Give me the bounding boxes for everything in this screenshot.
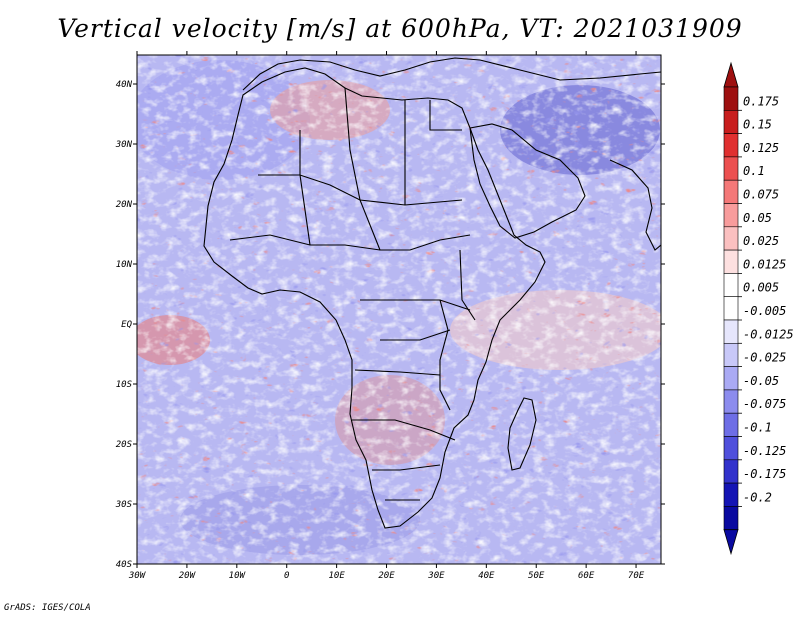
colorbar-label: -0.075 <box>743 397 786 411</box>
lon-label: 20W <box>179 571 197 581</box>
colorbar-label: 0.005 <box>743 281 779 295</box>
colorbar-swatch <box>723 296 739 321</box>
latitude-axis: 40N 30N 20N 10N EQ 10S 20S 30S 40S <box>115 80 665 570</box>
colorbar-label: 0.025 <box>743 234 779 248</box>
colorbar-swatch <box>723 506 739 530</box>
lon-label: 60E <box>578 571 595 581</box>
colorbar-swatch <box>723 86 739 111</box>
colorbar-label: 0.15 <box>743 118 772 132</box>
lat-label: EQ <box>121 320 132 330</box>
chart-title: Vertical velocity [m/s] at 600hPa, VT: 2… <box>57 14 743 43</box>
lat-label: 20N <box>116 200 133 210</box>
lat-label: 30N <box>115 140 133 150</box>
lon-label: 10W <box>229 571 247 581</box>
lon-label: 30E <box>427 571 445 581</box>
colorbar-top-arrow <box>723 61 739 88</box>
lon-label: 0 <box>284 571 289 581</box>
colorbar-swatch <box>723 412 739 437</box>
lon-label: 50E <box>528 571 545 581</box>
colorbar-label: -0.05 <box>743 374 779 388</box>
colorbar-label: 0.0125 <box>743 257 786 271</box>
grads-credit: GrADS: IGES/COLA <box>4 603 91 613</box>
plot-frame <box>136 54 662 565</box>
colorbar-label: 0.1 <box>743 164 765 178</box>
colorbar-swatch <box>723 366 739 391</box>
colorbar-swatch <box>723 319 739 344</box>
colorbar-label: 0.125 <box>743 141 779 155</box>
colorbar-bottom-arrow <box>723 529 739 556</box>
colorbar-swatch <box>723 133 739 158</box>
lat-label: 40S <box>116 560 133 570</box>
colorbar-swatch <box>723 110 739 134</box>
colorbar: 0.175 0.15 0.125 0.1 0.075 0.05 0.025 0.0125 0.0… <box>723 61 794 556</box>
lon-label: 20E <box>378 571 395 581</box>
colorbar-label: 0.175 <box>743 94 779 108</box>
colorbar-label: -0.005 <box>743 304 786 318</box>
colorbar-swatch <box>723 459 739 484</box>
lat-label: 10N <box>116 260 133 270</box>
longitude-axis: 30W 20W 10W 0 10E 20E 30E 40E 50E 60E 70E <box>128 51 645 581</box>
colorbar-swatch <box>723 436 739 461</box>
colorbar-label: -0.1 <box>743 421 772 435</box>
colorbar-label: -0.175 <box>743 467 786 481</box>
colorbar-swatch <box>723 156 739 181</box>
colorbar-swatch <box>723 342 739 367</box>
colorbar-label: 0.075 <box>743 188 779 202</box>
colorbar-swatch <box>723 249 739 274</box>
lon-label: 10E <box>328 571 345 581</box>
colorbar-label: -0.0125 <box>743 327 794 341</box>
velocity-field <box>137 55 661 564</box>
lon-label: 30W <box>128 571 147 581</box>
colorbar-label: -0.125 <box>743 444 786 458</box>
colorbar-label: -0.025 <box>743 351 786 365</box>
colorbar-swatch <box>723 482 739 507</box>
colorbar-swatch <box>723 179 739 204</box>
lon-label: 40E <box>478 571 495 581</box>
colorbar-swatch <box>723 389 739 414</box>
lat-label: 40N <box>116 80 133 90</box>
colorbar-swatch <box>723 273 739 297</box>
colorbar-label: 0.05 <box>743 211 772 225</box>
colorbar-swatch <box>723 203 739 228</box>
lat-label: 10S <box>116 380 133 390</box>
colorbar-label: -0.2 <box>743 490 772 504</box>
colorbar-swatch <box>723 226 739 251</box>
lat-label: 30S <box>115 500 133 510</box>
lon-label: 70E <box>628 571 645 581</box>
lat-label: 20S <box>116 440 133 450</box>
coastline <box>203 57 661 529</box>
